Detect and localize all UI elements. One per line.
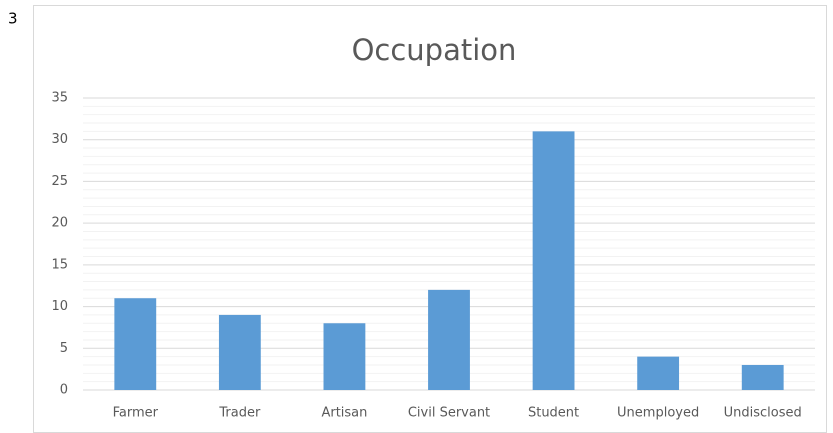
y-tick-label: 25 bbox=[51, 174, 68, 189]
y-tick-label: 15 bbox=[51, 257, 68, 272]
y-tick-label: 20 bbox=[51, 216, 68, 231]
x-tick-label: Student bbox=[528, 406, 579, 421]
x-tick-label: Artisan bbox=[321, 406, 367, 421]
bar bbox=[428, 289, 470, 390]
x-tick-label: Undisclosed bbox=[724, 406, 802, 421]
page-label: 3 bbox=[8, 10, 18, 28]
x-tick-label: Civil Servant bbox=[408, 406, 490, 421]
x-tick-label: Trader bbox=[218, 406, 261, 421]
bar bbox=[532, 131, 575, 390]
y-tick-label: 30 bbox=[51, 132, 68, 147]
x-tick-label: Unemployed bbox=[617, 406, 699, 421]
y-tick-label: 35 bbox=[51, 91, 68, 106]
bar bbox=[741, 364, 784, 390]
bar bbox=[114, 298, 157, 390]
x-tick-label: Farmer bbox=[113, 406, 159, 421]
y-tick-label: 5 bbox=[60, 341, 68, 356]
bar bbox=[323, 323, 366, 390]
chart-title: Occupation bbox=[352, 33, 517, 67]
bar bbox=[218, 314, 261, 390]
y-tick-label: 10 bbox=[51, 299, 68, 314]
bar bbox=[637, 356, 680, 390]
y-tick-label: 0 bbox=[60, 383, 68, 398]
